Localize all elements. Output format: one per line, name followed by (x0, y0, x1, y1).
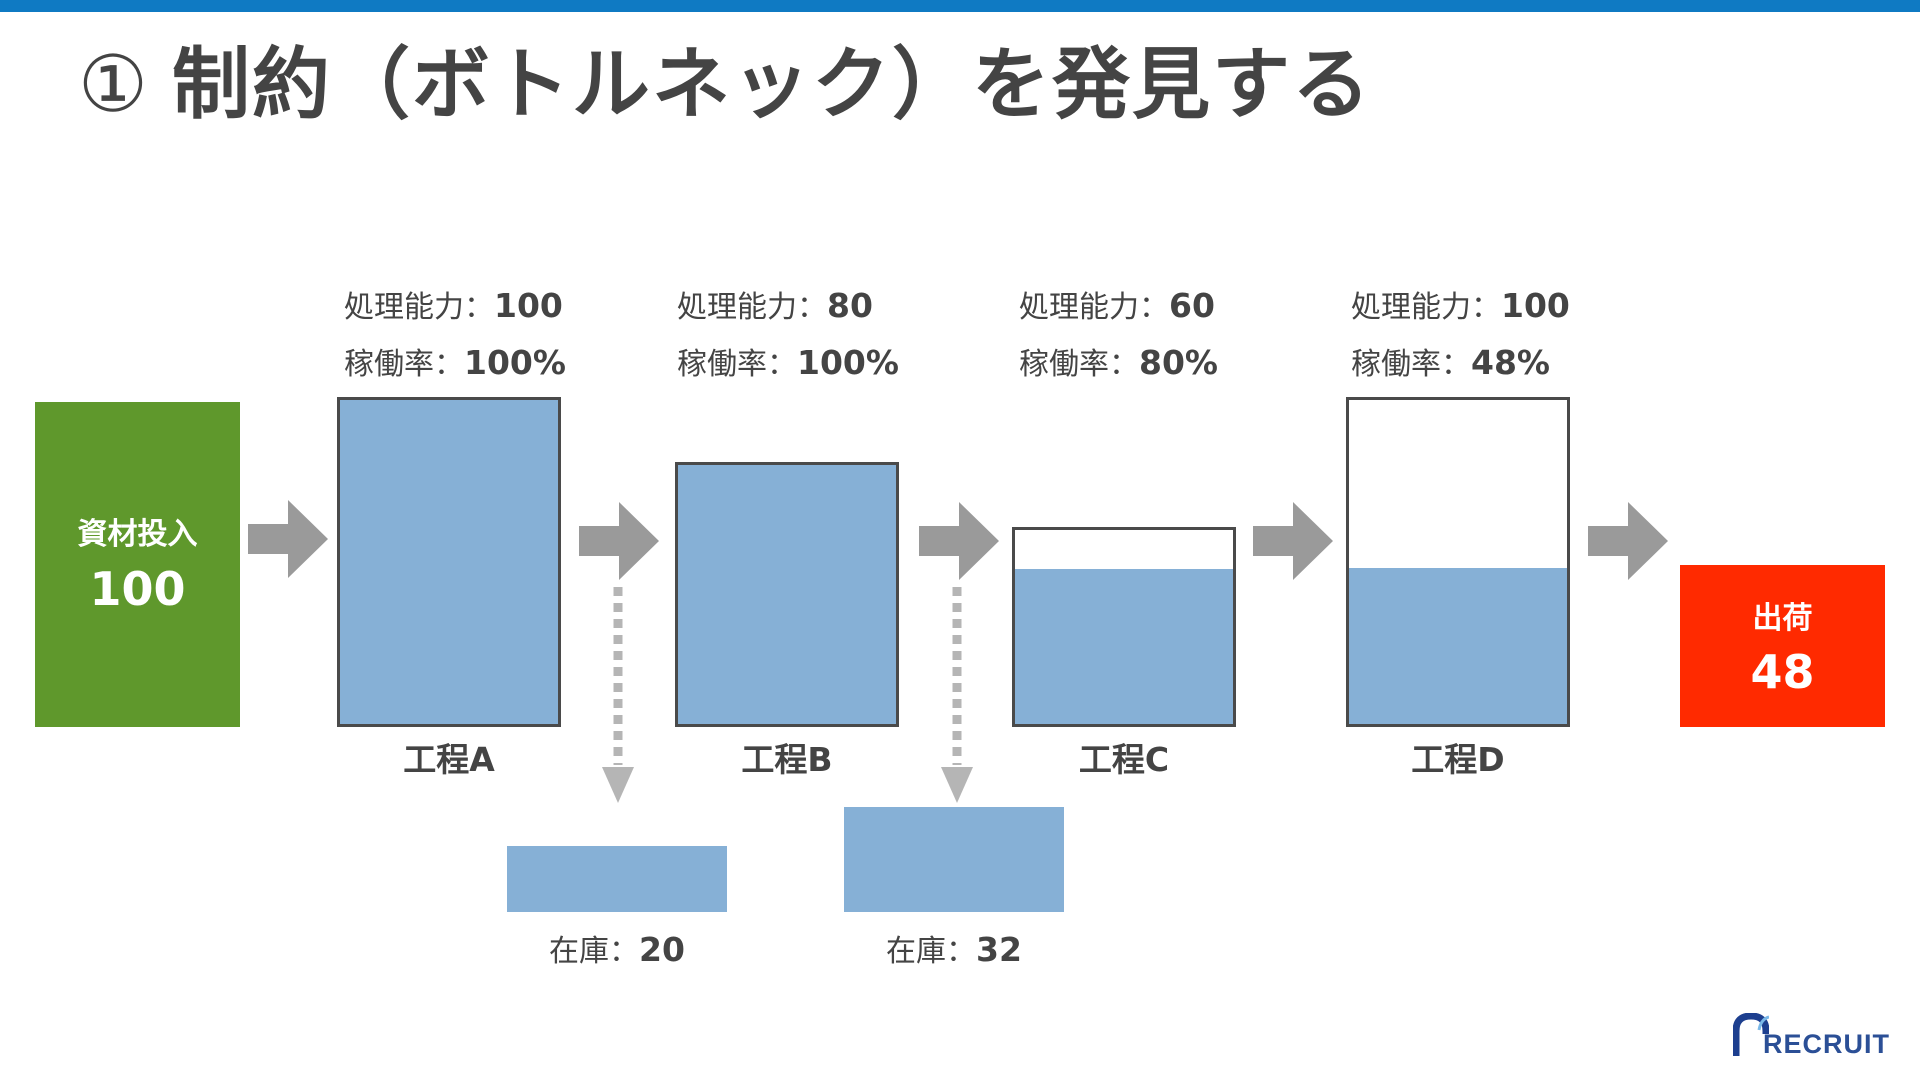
material-input-block: 資材投入 100 (35, 402, 240, 727)
flow-arrow-icon (919, 502, 999, 580)
shipment-label: 出荷 (1752, 601, 1813, 636)
recruit-logo-icon (1733, 1013, 1769, 1056)
process-b-capacity: 処理能力：80 (677, 286, 873, 325)
inventory-b-label: 在庫：32 (886, 930, 1022, 969)
title-text: 制約（ボトルネック）を発見する (171, 40, 1372, 130)
process-c-name: 工程C (1078, 740, 1170, 779)
process-c-fill (1015, 568, 1233, 724)
process-d-box (1346, 397, 1570, 727)
process-c-box (1012, 527, 1236, 727)
inventory-b-down-arrow-icon (941, 587, 973, 803)
process-c-utilization: 稼働率：80% (1019, 343, 1218, 382)
slide-title: ① 制約（ボトルネック）を発見する (78, 22, 1372, 134)
process-a-name: 工程A (403, 740, 495, 779)
process-d-fill (1349, 568, 1567, 724)
recruit-logo: RECRUIT (1733, 1013, 1903, 1059)
shipment-block: 出荷 48 (1680, 565, 1885, 727)
process-d-utilization: 稼働率：48% (1351, 343, 1550, 382)
top-accent-bar (0, 0, 1920, 12)
inventory-a-bar (507, 846, 727, 912)
flow-arrow-icon (1588, 502, 1668, 580)
title-number: ① (78, 40, 150, 130)
inventory-b-bar (844, 807, 1064, 912)
flow-arrow-icon (1253, 502, 1333, 580)
material-input-value: 100 (89, 562, 186, 616)
process-a-utilization: 稼働率：100% (344, 343, 566, 382)
process-a-capacity: 処理能力：100 (344, 286, 563, 325)
inventory-a-down-arrow-icon (602, 587, 634, 803)
shipment-value: 48 (1750, 645, 1815, 699)
process-d-name: 工程D (1411, 740, 1505, 779)
material-input-label: 資材投入 (77, 517, 198, 552)
flow-arrow-icon (248, 500, 328, 578)
flow-arrow-icon (579, 502, 659, 580)
process-b-utilization: 稼働率：100% (677, 343, 899, 382)
inventory-a-label: 在庫：20 (549, 930, 685, 969)
process-c-capacity: 処理能力：60 (1019, 286, 1215, 325)
process-b-fill (678, 465, 896, 724)
process-a-fill (340, 400, 558, 724)
process-b-box (675, 462, 899, 727)
process-b-name: 工程B (741, 740, 833, 779)
process-d-capacity: 処理能力：100 (1351, 286, 1570, 325)
recruit-logo-text: RECRUIT (1763, 1029, 1890, 1059)
process-a-box (337, 397, 561, 727)
